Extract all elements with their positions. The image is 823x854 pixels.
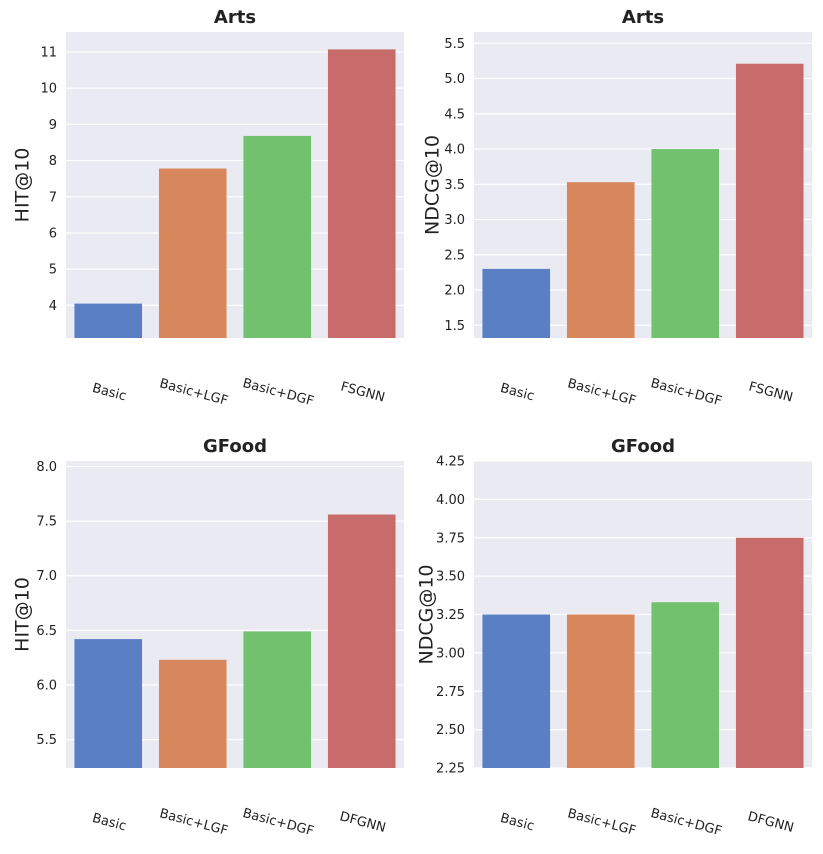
x-tick-label: FSGNN: [339, 380, 386, 406]
y-tick-label: 6: [49, 226, 57, 241]
bar-basic: [74, 303, 143, 338]
bar-dfgnn: [735, 537, 804, 768]
y-tick-label: 9: [49, 118, 57, 133]
x-tick-label: Basic+LGF: [158, 806, 230, 839]
bar-basic: [482, 614, 551, 768]
bar-basic-dgf: [243, 135, 312, 338]
y-tick-label: 5.5: [36, 733, 57, 748]
y-axis-label: NDCG@10: [422, 135, 444, 235]
y-tick-label: 6.5: [36, 624, 57, 639]
y-tick-label: 2.25: [436, 762, 465, 777]
bar-basic-lgf: [158, 168, 227, 338]
chart-title: GFood: [203, 436, 267, 457]
x-tick-label: DFGNN: [746, 809, 795, 836]
y-tick-label: 3.0: [444, 213, 465, 228]
y-tick-label: 2.5: [444, 248, 465, 263]
bar-basic-lgf: [566, 614, 635, 768]
y-tick-label: 11: [40, 45, 57, 60]
y-tick-label: 2.75: [436, 685, 465, 700]
x-tick-label: Basic+DGF: [649, 376, 723, 409]
bar-basic-lgf: [158, 659, 227, 768]
bar-basic-dgf: [651, 602, 720, 768]
y-tick-label: 7.0: [36, 569, 57, 584]
x-tick-label: Basic+DGF: [649, 806, 723, 839]
y-tick-label: 5.0: [444, 72, 465, 87]
y-tick-label: 4.25: [436, 455, 465, 470]
x-tick-label: Basic+DGF: [241, 376, 315, 409]
x-tick-label: Basic+LGF: [158, 376, 230, 409]
y-tick-label: 4.5: [444, 107, 465, 122]
y-tick-label: 10: [40, 82, 57, 97]
y-tick-label: 8.0: [36, 460, 57, 475]
y-tick-label: 5: [49, 263, 57, 278]
y-tick-label: 7.5: [36, 515, 57, 530]
x-tick-label: Basic+DGF: [241, 806, 315, 839]
x-tick-label: Basic: [91, 811, 128, 834]
chart-panel-3: 5.5 6.0 6.5 7.0 7.5 8.0 Basic Basic+LGF Basic+DG…: [12, 436, 404, 839]
chart-title: Arts: [214, 7, 256, 28]
y-tick-label: 4: [49, 299, 57, 314]
bar-basic: [74, 639, 143, 768]
x-tick-label: DFGNN: [338, 809, 387, 836]
bar-basic-dgf: [243, 631, 312, 768]
y-tick-label: 3.25: [436, 608, 465, 623]
y-tick-label: 4.00: [436, 493, 465, 508]
y-tick-label: 2.50: [436, 723, 465, 738]
y-tick-label: 4.0: [444, 143, 465, 158]
x-tick-label: FSGNN: [747, 380, 794, 406]
bar-dfgnn: [327, 514, 396, 768]
y-tick-label: 3.75: [436, 531, 465, 546]
y-tick-label: 2.0: [444, 284, 465, 299]
y-tick-label: 3.00: [436, 646, 465, 661]
y-tick-label: 1.5: [444, 319, 465, 334]
chart-panel-1: 4 5 6 7 8 9 10 11 Basic Basic+LGF Basic+DGF FSGNN Ar…: [12, 7, 404, 409]
bar-basic: [482, 268, 551, 338]
x-tick-label: Basic+LGF: [566, 376, 638, 409]
x-tick-label: Basic+LGF: [566, 806, 638, 839]
y-axis-label: HIT@10: [12, 148, 34, 223]
bar-basic-lgf: [566, 182, 635, 338]
bar-fsgnn: [735, 63, 804, 338]
y-axis-label: NDCG@10: [416, 564, 438, 664]
bar-basic-dgf: [651, 149, 720, 338]
chart-panel-4: 2.25 2.50 2.75 3.00 3.25 3.50 3.75 4.00 4.25 Basi…: [416, 436, 812, 839]
y-tick-label: 5.5: [444, 37, 465, 52]
y-axis-label: HIT@10: [12, 577, 34, 652]
y-tick-label: 6.0: [36, 678, 57, 693]
bar-fsgnn: [327, 49, 396, 338]
y-tick-label: 3.5: [444, 178, 465, 193]
y-tick-label: 3.50: [436, 570, 465, 585]
y-tick-label: 7: [49, 190, 57, 205]
chart-title: Arts: [622, 7, 664, 28]
y-tick-label: 8: [49, 154, 57, 169]
x-tick-label: Basic: [499, 811, 536, 834]
x-tick-label: Basic: [91, 381, 128, 404]
x-tick-label: Basic: [499, 381, 536, 404]
chart-title: GFood: [611, 436, 675, 457]
chart-panel-2: 1.5 2.0 2.5 3.0 3.5 4.0 4.5 5.0 5.5 Basic Basic+LG…: [422, 7, 812, 409]
